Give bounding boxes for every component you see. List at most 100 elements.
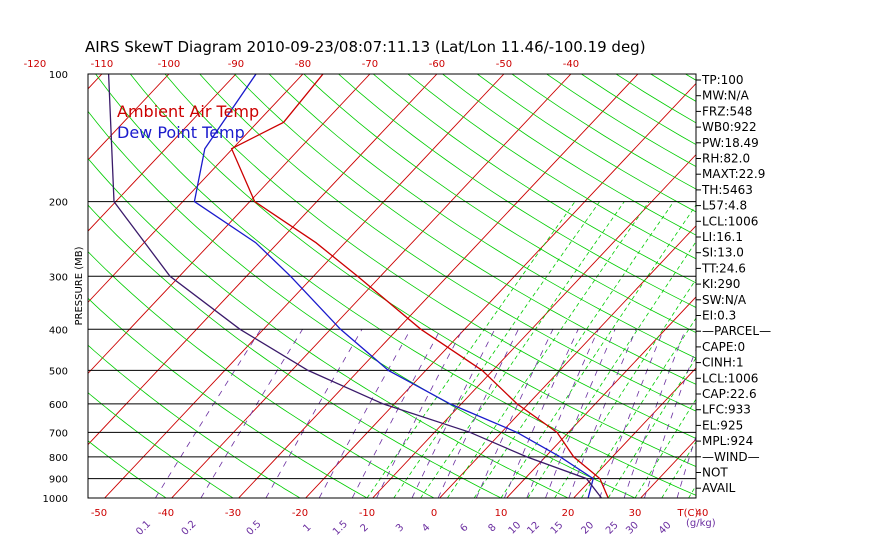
top-temp-tick-label: -40 xyxy=(563,59,579,70)
moist-adiabat-line xyxy=(607,357,696,498)
parcel-line xyxy=(107,74,603,498)
pressure-tick-label: 1000 xyxy=(43,494,68,505)
dry-adiabat-line xyxy=(268,74,696,359)
index-label: RH:82.0 xyxy=(702,152,750,166)
mixing-ratio-tick-label: 1.5 xyxy=(331,519,350,538)
mixing-ratio-line xyxy=(155,329,262,498)
dry-adiabat-line xyxy=(303,74,696,333)
top-temp-tick-label: -80 xyxy=(295,59,311,70)
index-label: LI:16.1 xyxy=(702,230,743,244)
mixing-ratio-tick-label: 2 xyxy=(359,522,371,534)
temp-tick-label: -50 xyxy=(91,508,107,519)
chart-title: AIRS SkewT Diagram 2010-09-23/08:07:11.1… xyxy=(85,38,646,56)
pressure-tick-label: 400 xyxy=(49,325,68,336)
index-label: MPL:924 xyxy=(702,434,753,448)
temp-tick-label: 40 xyxy=(696,508,709,519)
moist-adiabat-line xyxy=(473,201,675,498)
pressure-tick-label: 700 xyxy=(49,428,68,439)
index-label: L57:4.8 xyxy=(702,199,747,213)
mixing-ratio-tick-label: 12 xyxy=(525,520,542,537)
mixing-ratio-tick-label: 0.5 xyxy=(245,519,264,538)
index-label: LFC:933 xyxy=(702,403,751,417)
mixing-ratio-tick-label: 15 xyxy=(549,520,566,537)
pressure-tick-label: 500 xyxy=(49,366,68,377)
pressure-tick-label: 900 xyxy=(49,475,68,486)
plot-frame xyxy=(87,73,697,499)
temp-tick-label: -20 xyxy=(292,508,308,519)
dry-adiabat-line xyxy=(199,74,696,412)
dry-adiabat-line xyxy=(337,74,696,308)
pressure-tick-label: 100 xyxy=(49,70,68,81)
index-label: EL:925 xyxy=(702,418,743,432)
index-label: CINH:1 xyxy=(702,356,744,370)
temp-tick-label: 10 xyxy=(495,508,508,519)
temp-tick-label: -10 xyxy=(359,508,375,519)
ambient-temp-line xyxy=(230,74,609,498)
mixing-ratio-tick-label: 8 xyxy=(487,522,499,534)
index-label: —WIND— xyxy=(702,450,760,464)
top-temp-tick-label: -50 xyxy=(496,59,512,70)
index-label: SI:13.0 xyxy=(702,246,744,260)
isotherm-line xyxy=(836,74,870,504)
temp-tick-label: 0 xyxy=(431,508,437,519)
index-label: NOT xyxy=(702,466,728,480)
top-temperature-tick-labels: -120 -110 -100 -90 -80 -70 -60 -50 -40 xyxy=(24,59,580,70)
top-temp-tick-label: -120 xyxy=(24,59,47,70)
legend-ambient: Ambient Air Temp xyxy=(117,102,259,121)
index-label: TT:24.6 xyxy=(701,261,746,275)
index-label: WB0:922 xyxy=(702,120,757,134)
moist-adiabat-line xyxy=(581,317,696,498)
index-label: MAXT:22.9 xyxy=(702,167,765,181)
mixing-ratio-tick-labels: 0.1 0.2 0.5 1 1.5 2 3 4 6 8 10 12 15 20 25 30 40 (g/kg) xyxy=(134,518,716,538)
index-label: LCL:1006 xyxy=(702,214,758,228)
pressure-tick-labels: 100 200 300 400 500 600 700 800 900 1000 xyxy=(43,70,68,505)
top-temp-tick-label: -60 xyxy=(429,59,445,70)
isotherm-line xyxy=(238,74,639,498)
mixing-ratio-line xyxy=(623,329,686,498)
moist-adiabat-line xyxy=(554,278,696,498)
pressure-tick-label: 800 xyxy=(49,453,68,464)
index-label: PW:18.49 xyxy=(702,136,759,150)
pressure-tick-label: 200 xyxy=(49,198,68,209)
profile-lines xyxy=(107,74,609,498)
mixing-ratio-tick-label: 30 xyxy=(624,520,641,537)
mixing-ratio-line xyxy=(437,329,519,498)
dry-adiabat-line xyxy=(88,440,167,498)
background-grid xyxy=(88,74,870,504)
mixing-ratio-tick-label: 10 xyxy=(507,520,524,537)
index-label: CAP:22.6 xyxy=(702,387,757,401)
index-label: —PARCEL— xyxy=(702,324,771,338)
y-axis-label: PRESSURE (MB) xyxy=(74,246,85,325)
moist-adiabat-line xyxy=(661,441,696,498)
index-label: AVAIL xyxy=(702,481,736,495)
index-label: CAPE:0 xyxy=(702,340,745,354)
temperature-tick-labels: -50 -40 -30 -20 -10 0 10 20 30 40T(C) xyxy=(91,508,709,519)
temp-tick-label: 30 xyxy=(629,508,642,519)
mixing-ratio-line xyxy=(599,329,665,498)
isotherm-line xyxy=(88,74,170,161)
dry-adiabat-line xyxy=(372,74,696,284)
mixing-ratio-line xyxy=(411,329,496,498)
top-temp-tick-label: -90 xyxy=(228,59,244,70)
index-label: LCL:1006 xyxy=(702,371,758,385)
isotherm-line xyxy=(769,74,870,504)
mixing-ratio-line xyxy=(200,329,303,498)
moist-adiabat-line xyxy=(500,204,696,498)
index-label: EI:0.3 xyxy=(702,309,736,323)
isotherm-line xyxy=(88,74,103,90)
mixing-ratio-line xyxy=(568,329,637,498)
index-label: FRZ:548 xyxy=(702,104,752,118)
index-label: MW:N/A xyxy=(702,89,750,103)
x-axis-unit-label: T(C) xyxy=(677,508,699,519)
mixing-ratio-tick-label: 3 xyxy=(394,522,406,534)
mixing-ratio-tick-label: 1 xyxy=(301,522,313,534)
mixing-ratio-line xyxy=(526,329,599,498)
index-label: SW:N/A xyxy=(702,293,747,307)
mixing-ratio-tick-label: 25 xyxy=(604,520,621,537)
top-temp-tick-label: -110 xyxy=(91,59,114,70)
dry-adiabat-line xyxy=(511,74,696,190)
pressure-tick-label: 600 xyxy=(49,400,68,411)
dry-adiabat-line xyxy=(233,74,696,385)
isotherm-line xyxy=(88,74,371,375)
